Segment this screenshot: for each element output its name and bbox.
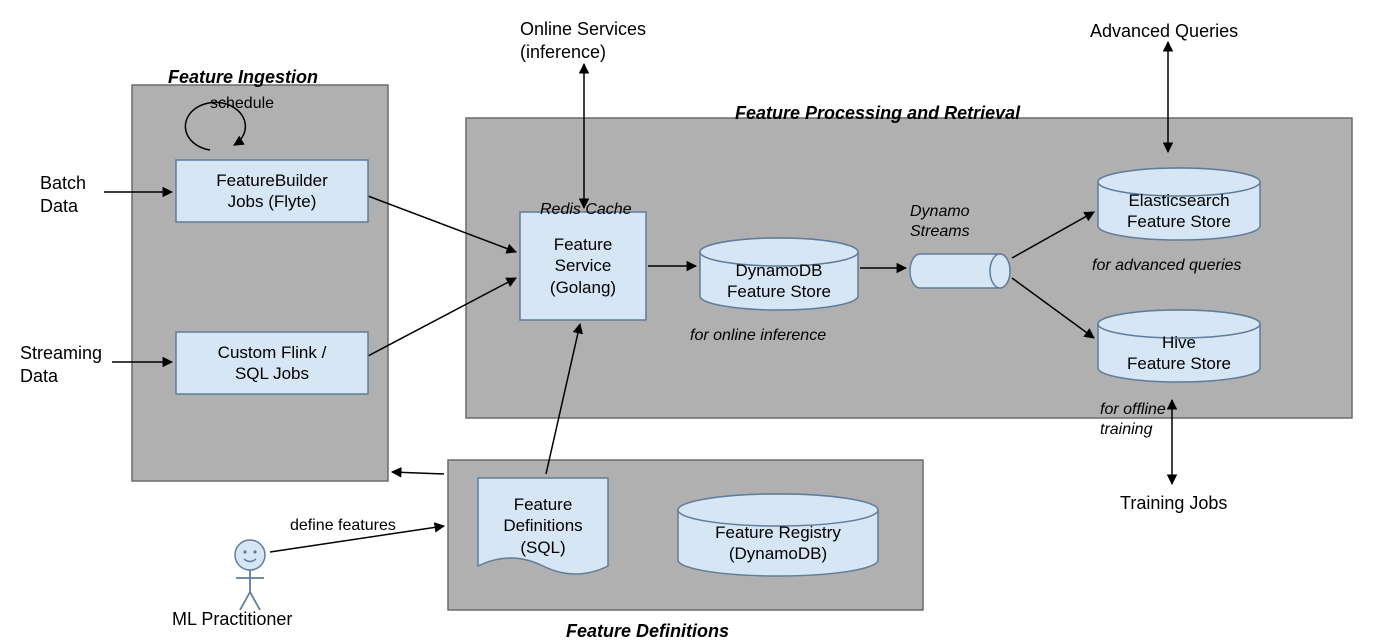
ext-label-trainingjobs: Training Jobs	[1120, 492, 1227, 515]
node-label-flink: Custom Flink / SQL Jobs	[176, 332, 368, 394]
node-label-hive: Hive Feature Store	[1098, 324, 1260, 382]
ext-label-onlinesvc: Online Services (inference)	[520, 18, 646, 63]
group-title-ingestion: Feature Ingestion	[168, 66, 318, 89]
node-label-elasticsearch: Elasticsearch Feature Store	[1098, 182, 1260, 240]
ext-label-streamingdata: Streaming Data	[20, 342, 102, 387]
node-label-featurebuilder: FeatureBuilder Jobs (Flyte)	[176, 160, 368, 222]
annot-onlineinf: for online inference	[690, 326, 826, 346]
node-dynamostreams	[910, 254, 1010, 288]
group-ingestion	[132, 85, 388, 481]
edge-label-e_actor_defs: define features	[290, 516, 396, 536]
annot-rediscache: Redis Cache	[540, 200, 632, 220]
annot-advq: for advanced queries	[1092, 256, 1241, 276]
group-title-definitions: Feature Definitions	[566, 620, 729, 643]
group-title-processing: Feature Processing and Retrieval	[735, 102, 1020, 125]
edge-e_defs_ingestion	[392, 472, 444, 474]
ext-label-mlpractitioner: ML Practitioner	[172, 608, 292, 631]
ext-label-advqueries: Advanced Queries	[1090, 20, 1238, 43]
ext-label-batchdata: Batch Data	[40, 172, 86, 217]
annot-offtrain: for offline training	[1100, 400, 1220, 440]
node-label-dynamodb: DynamoDB Feature Store	[700, 252, 858, 310]
node-label-registry: Feature Registry (DynamoDB)	[678, 510, 878, 576]
node-label-featuredefs: Feature Definitions (SQL)	[478, 478, 608, 574]
node-actor	[235, 540, 265, 610]
node-label-featureservice: Feature Service (Golang)	[520, 212, 646, 320]
edge-label-e_schedule: schedule	[210, 94, 274, 114]
annot-dynamostreams_lbl: Dynamo Streams	[910, 202, 970, 242]
